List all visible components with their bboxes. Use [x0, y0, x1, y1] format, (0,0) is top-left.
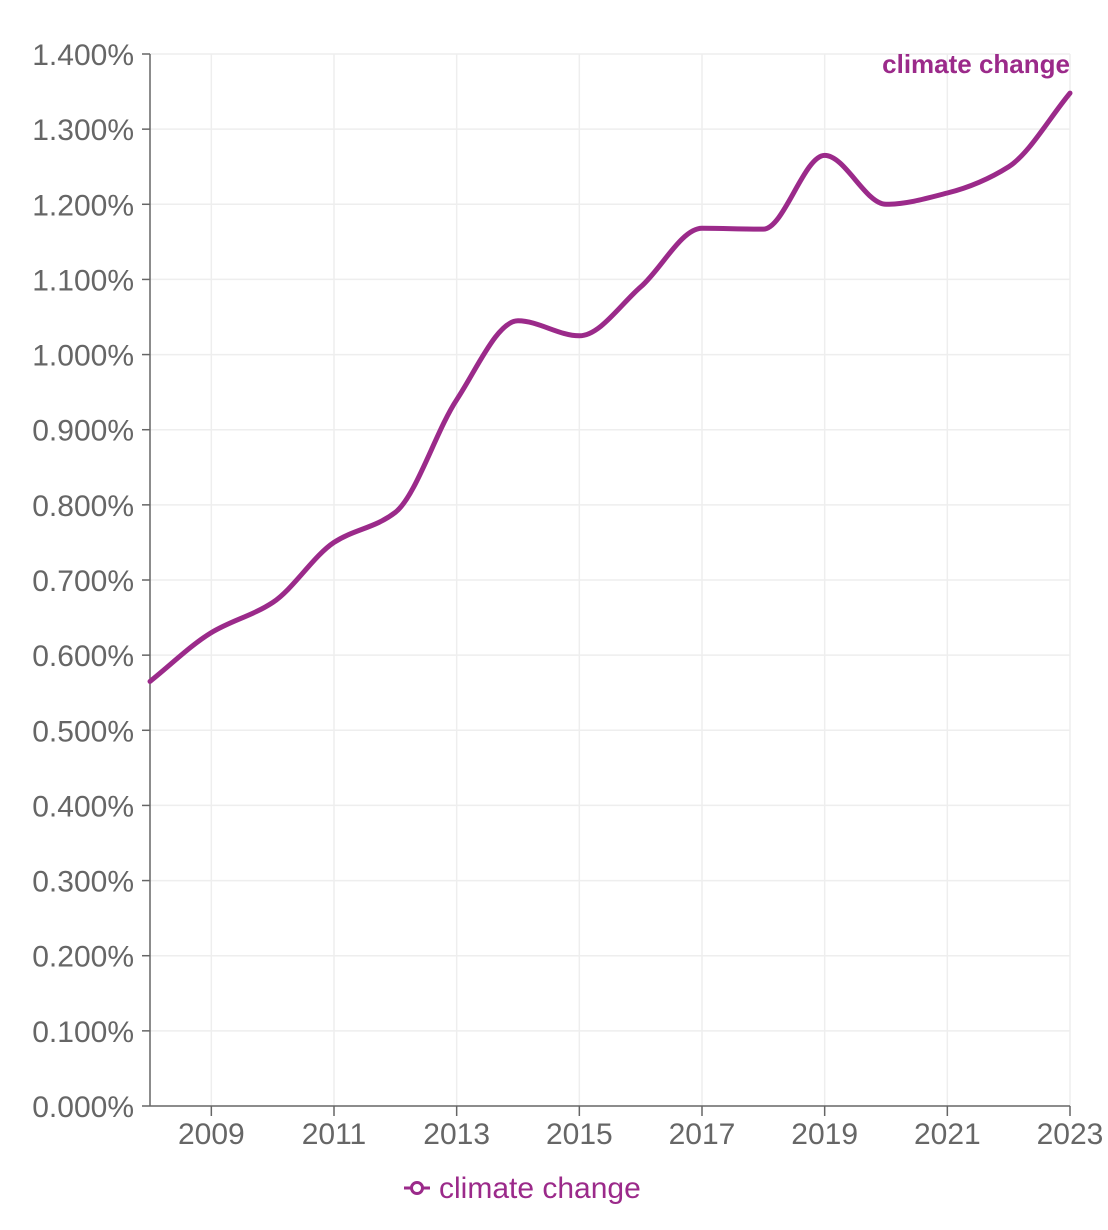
- series-end-label: climate change: [882, 49, 1070, 79]
- y-tick-label: 0.200%: [32, 941, 134, 974]
- x-tick-label: 2009: [178, 1118, 245, 1151]
- y-tick-label: 0.500%: [32, 715, 134, 748]
- y-tick-label: 1.300%: [32, 114, 134, 147]
- y-tick-label: 0.700%: [32, 565, 134, 598]
- y-tick-label: 1.400%: [32, 39, 134, 72]
- legend-label[interactable]: climate change: [439, 1172, 641, 1205]
- x-tick-label: 2019: [791, 1118, 858, 1151]
- legend-circle-icon: [410, 1181, 424, 1195]
- series-line: [147, 90, 1073, 684]
- grid-lines: [150, 53, 1071, 1106]
- y-tick-label: 1.200%: [32, 189, 134, 222]
- x-tick-label: 2015: [546, 1118, 613, 1151]
- series-lines: [147, 90, 1073, 684]
- legend[interactable]: climate change: [404, 1172, 641, 1205]
- x-tick-label: 2021: [914, 1118, 981, 1151]
- y-tick-label: 0.800%: [32, 490, 134, 523]
- y-tick-label: 0.100%: [32, 1016, 134, 1049]
- x-tick-label: 2017: [669, 1118, 736, 1151]
- y-tick-label: 0.400%: [32, 790, 134, 823]
- y-tick-label: 0.300%: [32, 866, 134, 899]
- y-tick-label: 0.600%: [32, 640, 134, 673]
- x-axis-ticks: 2009 2011 2013 2015 2017 2019 2021 2023: [178, 1106, 1103, 1151]
- x-tick-label: 2011: [302, 1118, 367, 1151]
- y-tick-label: 1.000%: [32, 340, 134, 373]
- x-tick-label: 2023: [1037, 1118, 1104, 1151]
- y-tick-label: 0.900%: [32, 415, 134, 448]
- y-tick-label: 0.000%: [32, 1091, 134, 1124]
- y-axis-ticks: 0.000% 0.100% 0.200% 0.300% 0.400% 0.500% 0.60…: [32, 39, 150, 1124]
- y-tick-label: 1.100%: [32, 264, 134, 297]
- x-tick-label: 2013: [423, 1118, 490, 1151]
